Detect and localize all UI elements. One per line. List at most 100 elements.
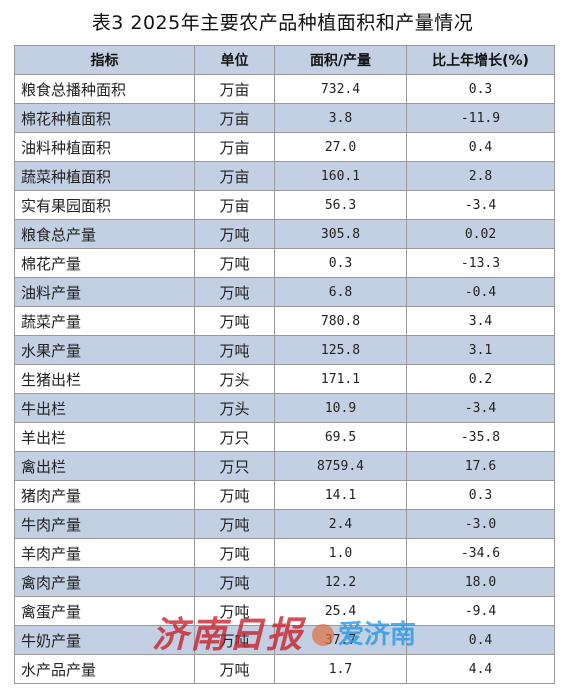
row-indicator-cell: 牛奶产量: [14, 625, 195, 655]
table-row: 实有果园面积 万亩 56.3 -3.4: [14, 190, 555, 220]
row-value-cell: 12.2: [274, 567, 407, 597]
row-value-cell: 10.9: [274, 393, 407, 423]
row-growth-cell: -34.6: [406, 538, 555, 568]
row-unit-cell: 万吨: [194, 567, 275, 597]
row-unit-cell: 万亩: [194, 190, 275, 220]
row-value-cell: 14.1: [274, 480, 407, 510]
row-value-cell: 2.4: [274, 509, 407, 539]
row-indicator-cell: 羊出栏: [14, 422, 195, 452]
row-indicator-cell: 牛出栏: [14, 393, 195, 423]
row-growth-cell: 18.0: [406, 567, 555, 597]
table-header-row: 指标 单位 面积/产量 比上年增长(%): [14, 45, 555, 75]
table-row: 水果产量 万吨 125.8 3.1: [14, 335, 555, 365]
table-row: 棉花产量 万吨 0.3 -13.3: [14, 248, 555, 278]
row-value-cell: 6.8: [274, 277, 407, 307]
row-value-cell: 1.7: [274, 654, 407, 684]
row-indicator-cell: 禽蛋产量: [14, 596, 195, 626]
row-value-cell: 3.8: [274, 103, 407, 133]
row-value-cell: 37.7: [274, 625, 407, 655]
row-growth-cell: -0.4: [406, 277, 555, 307]
row-indicator-cell: 蔬菜产量: [14, 306, 195, 336]
row-unit-cell: 万吨: [194, 335, 275, 365]
row-unit-cell: 万吨: [194, 248, 275, 278]
row-indicator-cell: 实有果园面积: [14, 190, 195, 220]
row-indicator-cell: 油料产量: [14, 277, 195, 307]
row-indicator-cell: 牛肉产量: [14, 509, 195, 539]
row-value-cell: 56.3: [274, 190, 407, 220]
row-unit-cell: 万吨: [194, 306, 275, 336]
table-row: 禽蛋产量 万吨 25.4 -9.4: [14, 596, 555, 626]
table-row: 羊肉产量 万吨 1.0 -34.6: [14, 538, 555, 568]
row-value-cell: 305.8: [274, 219, 407, 249]
row-growth-cell: -11.9: [406, 103, 555, 133]
header-growth: 比上年增长(%): [406, 45, 555, 75]
header-unit: 单位: [194, 45, 275, 75]
table-row: 粮食总播种面积 万亩 732.4 0.3: [14, 74, 555, 104]
row-growth-cell: 0.02: [406, 219, 555, 249]
row-growth-cell: -3.0: [406, 509, 555, 539]
table-row: 油料种植面积 万亩 27.0 0.4: [14, 132, 555, 162]
row-indicator-cell: 羊肉产量: [14, 538, 195, 568]
row-indicator-cell: 棉花产量: [14, 248, 195, 278]
row-unit-cell: 万头: [194, 393, 275, 423]
row-value-cell: 27.0: [274, 132, 407, 162]
row-growth-cell: 2.8: [406, 161, 555, 191]
table-row: 禽肉产量 万吨 12.2 18.0: [14, 567, 555, 597]
row-indicator-cell: 水果产量: [14, 335, 195, 365]
row-unit-cell: 万只: [194, 451, 275, 481]
row-value-cell: 0.3: [274, 248, 407, 278]
row-value-cell: 25.4: [274, 596, 407, 626]
table-row: 猪肉产量 万吨 14.1 0.3: [14, 480, 555, 510]
table-row: 水产品产量 万吨 1.7 4.4: [14, 654, 555, 684]
row-value-cell: 171.1: [274, 364, 407, 394]
table-row: 牛奶产量 万吨 37.7 0.4: [14, 625, 555, 655]
table-row: 粮食总产量 万吨 305.8 0.02: [14, 219, 555, 249]
row-growth-cell: -13.3: [406, 248, 555, 278]
row-indicator-cell: 水产品产量: [14, 654, 195, 684]
table-row: 牛出栏 万头 10.9 -3.4: [14, 393, 555, 423]
row-growth-cell: -9.4: [406, 596, 555, 626]
row-value-cell: 1.0: [274, 538, 407, 568]
table-row: 生猪出栏 万头 171.1 0.2: [14, 364, 555, 394]
row-unit-cell: 万吨: [194, 277, 275, 307]
header-value: 面积/产量: [274, 45, 407, 75]
row-value-cell: 160.1: [274, 161, 407, 191]
row-value-cell: 780.8: [274, 306, 407, 336]
row-unit-cell: 万吨: [194, 480, 275, 510]
row-growth-cell: 0.4: [406, 132, 555, 162]
row-indicator-cell: 油料种植面积: [14, 132, 195, 162]
row-unit-cell: 万吨: [194, 219, 275, 249]
header-indicator: 指标: [14, 45, 195, 75]
row-growth-cell: 0.4: [406, 625, 555, 655]
row-unit-cell: 万头: [194, 364, 275, 394]
table-row: 牛肉产量 万吨 2.4 -3.0: [14, 509, 555, 539]
row-indicator-cell: 棉花种植面积: [14, 103, 195, 133]
table-title: 表3 2025年主要农产品种植面积和产量情况: [91, 12, 474, 34]
row-growth-cell: 0.3: [406, 480, 555, 510]
row-unit-cell: 万亩: [194, 161, 275, 191]
row-indicator-cell: 生猪出栏: [14, 364, 195, 394]
row-value-cell: 8759.4: [274, 451, 407, 481]
row-unit-cell: 万吨: [194, 509, 275, 539]
row-growth-cell: 4.4: [406, 654, 555, 684]
row-unit-cell: 万只: [194, 422, 275, 452]
row-unit-cell: 万亩: [194, 103, 275, 133]
row-growth-cell: -35.8: [406, 422, 555, 452]
row-indicator-cell: 猪肉产量: [14, 480, 195, 510]
row-unit-cell: 万亩: [194, 74, 275, 104]
row-growth-cell: 3.4: [406, 306, 555, 336]
row-indicator-cell: 禽出栏: [14, 451, 195, 481]
row-value-cell: 732.4: [274, 74, 407, 104]
row-indicator-cell: 粮食总产量: [14, 219, 195, 249]
row-value-cell: 69.5: [274, 422, 407, 452]
row-unit-cell: 万吨: [194, 596, 275, 626]
row-indicator-cell: 粮食总播种面积: [14, 74, 195, 104]
table-body: 粮食总播种面积 万亩 732.4 0.3 棉花种植面积 万亩 3.8 -11.9 油料种植面积万…: [14, 74, 555, 684]
row-growth-cell: 3.1: [406, 335, 555, 365]
row-unit-cell: 万吨: [194, 538, 275, 568]
table-row: 禽出栏 万只 8759.4 17.6: [14, 451, 555, 481]
row-value-cell: 125.8: [274, 335, 407, 365]
row-growth-cell: 17.6: [406, 451, 555, 481]
row-indicator-cell: 禽肉产量: [14, 567, 195, 597]
table-row: 蔬菜产量 万吨 780.8 3.4: [14, 306, 555, 336]
